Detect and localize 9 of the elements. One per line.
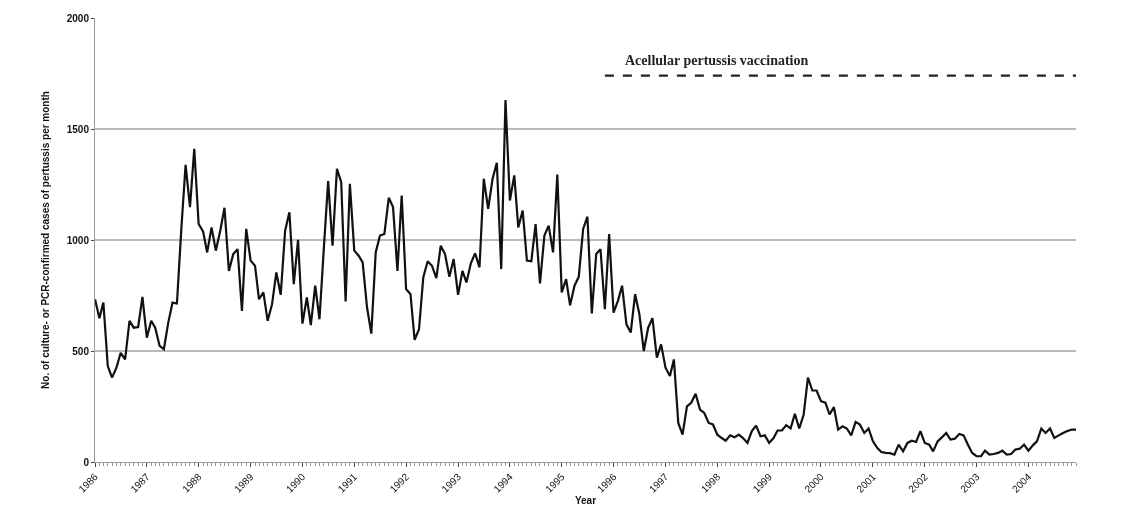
x-axis-title: Year bbox=[574, 494, 597, 506]
y-tick-label: 2000 bbox=[66, 12, 90, 24]
y-tick-label: 1500 bbox=[66, 123, 90, 135]
line-series bbox=[95, 99, 1076, 458]
y-tick-label: 1000 bbox=[66, 234, 90, 246]
series-label: Acellular pertussis vaccination bbox=[625, 53, 809, 68]
y-tick-label: 500 bbox=[72, 345, 90, 357]
y-tick-label: 0 bbox=[83, 456, 90, 468]
y-axis-title: No. of culture- or PCR-confirmed cases of pertussis per month bbox=[39, 91, 51, 389]
